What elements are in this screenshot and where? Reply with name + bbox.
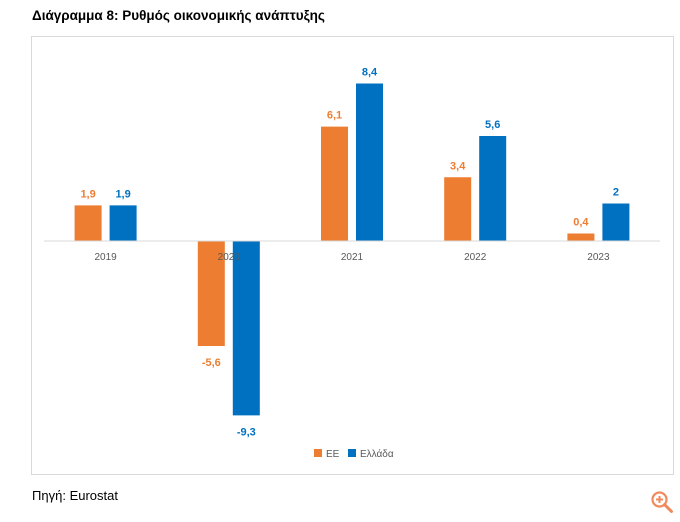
zoom-in-icon (651, 491, 673, 513)
x-tick-label: 2019 (94, 252, 117, 263)
legend-label-ellada: Ελλάδα (360, 448, 394, 460)
bar-ee-2023 (567, 233, 595, 241)
bar-ee-2021 (321, 126, 348, 241)
data-label: 6,1 (327, 110, 342, 122)
data-label: -9,3 (237, 426, 256, 438)
legend-swatch-ellada (348, 449, 356, 457)
bar-ellada-2023 (602, 203, 630, 241)
zoom-in-button[interactable] (649, 489, 675, 515)
data-label: 0,4 (573, 217, 589, 229)
legend-swatch-ee (314, 449, 322, 457)
x-tick-label: 2021 (341, 252, 364, 263)
data-label: 8,4 (362, 67, 378, 79)
x-tick-label: 2022 (464, 252, 487, 263)
bar-ellada-2019 (109, 205, 137, 241)
bar-ellada-2021 (356, 83, 383, 241)
bar-ee-2022 (444, 177, 472, 241)
chart-frame: 1,9 -5,6 6,1 3,4 0,4 1,9 -9,3 8,4 5,6 2 2019 2020 20… (31, 36, 674, 475)
data-label: 1,9 (115, 188, 130, 200)
bar-ellada-2022 (479, 136, 507, 241)
data-label: 2 (613, 187, 619, 199)
data-label: -5,6 (202, 357, 221, 369)
data-label: 5,6 (485, 119, 500, 131)
bar-ellada-2020 (232, 241, 260, 416)
bar-ee-2020 (197, 241, 225, 346)
data-label: 3,4 (450, 160, 466, 172)
x-tick-label: 2023 (587, 252, 610, 263)
legend-label-ee: ΕΕ (326, 449, 340, 460)
source-note: Πηγή: Eurostat (32, 488, 118, 503)
page-title: Διάγραμμα 8: Ρυθμός οικονομικής ανάπτυξη… (32, 8, 325, 23)
data-label: 1,9 (80, 188, 95, 200)
x-tick-label: 2020 (218, 252, 241, 263)
bar-ee-2019 (74, 205, 102, 241)
bar-chart: 1,9 -5,6 6,1 3,4 0,4 1,9 -9,3 8,4 5,6 2 2019 2020 20… (44, 67, 660, 460)
